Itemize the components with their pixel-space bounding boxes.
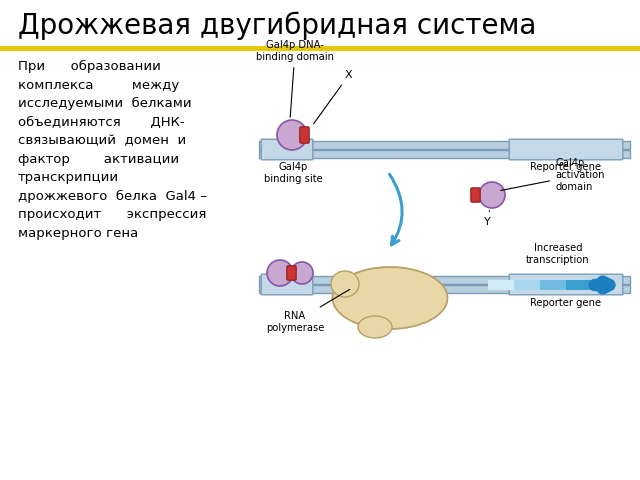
FancyBboxPatch shape bbox=[540, 280, 567, 290]
FancyBboxPatch shape bbox=[287, 266, 296, 280]
Circle shape bbox=[277, 120, 307, 150]
FancyBboxPatch shape bbox=[259, 286, 630, 293]
FancyBboxPatch shape bbox=[259, 276, 630, 285]
FancyBboxPatch shape bbox=[259, 142, 630, 149]
FancyBboxPatch shape bbox=[566, 280, 593, 290]
FancyBboxPatch shape bbox=[261, 139, 313, 160]
FancyBboxPatch shape bbox=[509, 274, 623, 295]
Circle shape bbox=[267, 260, 293, 286]
FancyBboxPatch shape bbox=[488, 280, 515, 290]
Ellipse shape bbox=[358, 316, 392, 338]
Circle shape bbox=[479, 182, 505, 208]
Ellipse shape bbox=[333, 267, 447, 329]
FancyBboxPatch shape bbox=[259, 151, 630, 158]
Text: Дрожжевая двугибридная система: Дрожжевая двугибридная система bbox=[18, 12, 536, 40]
Text: Y: Y bbox=[484, 211, 490, 227]
Circle shape bbox=[291, 262, 313, 284]
Text: Gal4p
activation
domain: Gal4p activation domain bbox=[500, 158, 605, 192]
FancyBboxPatch shape bbox=[261, 274, 313, 295]
Text: Increased
transcription: Increased transcription bbox=[526, 243, 590, 265]
Text: При      образовании
комплекса         между
исследуемыми  белками
объединяются : При образовании комплекса между исследуе… bbox=[18, 60, 207, 240]
Text: Reporter gene: Reporter gene bbox=[531, 298, 602, 308]
Text: Reporter gene: Reporter gene bbox=[531, 162, 602, 172]
Text: Gal4p
binding site: Gal4p binding site bbox=[264, 162, 323, 184]
FancyBboxPatch shape bbox=[514, 280, 541, 290]
Text: RNA
polymerase: RNA polymerase bbox=[266, 289, 349, 333]
FancyBboxPatch shape bbox=[509, 139, 623, 160]
Ellipse shape bbox=[331, 271, 359, 297]
Text: X: X bbox=[314, 70, 353, 124]
FancyBboxPatch shape bbox=[471, 188, 480, 202]
FancyBboxPatch shape bbox=[300, 127, 309, 143]
Text: Gal4p DNA-
binding domain: Gal4p DNA- binding domain bbox=[256, 40, 334, 117]
